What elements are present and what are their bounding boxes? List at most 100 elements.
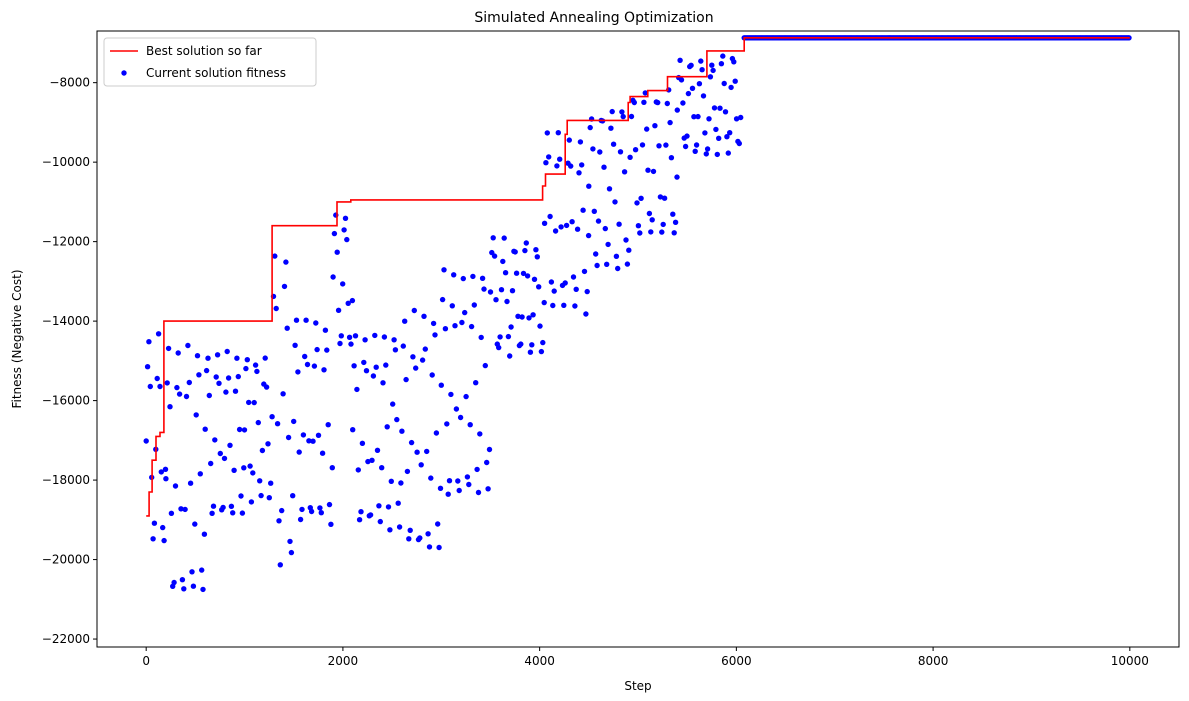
- current-solution-point: [263, 384, 270, 390]
- current-solution-point: [548, 279, 555, 285]
- current-solution-point: [241, 427, 248, 433]
- legend-label-current: Current solution fitness: [146, 66, 286, 80]
- current-solution-point: [624, 261, 631, 267]
- current-solution-point: [325, 422, 331, 428]
- current-solution-point: [200, 586, 206, 593]
- current-solution-point: [457, 414, 464, 421]
- current-solution-point: [390, 401, 396, 407]
- current-solution-point: [181, 586, 187, 592]
- current-solution-point: [203, 367, 210, 374]
- current-solution-point: [306, 438, 312, 444]
- current-solution-point: [563, 222, 570, 229]
- current-solution-point: [610, 141, 617, 147]
- current-solution-point: [441, 267, 447, 273]
- current-solution-point: [199, 567, 205, 573]
- best-solution-line: [146, 37, 1130, 517]
- current-solution-point: [467, 422, 473, 428]
- current-solution-point: [224, 348, 230, 355]
- current-solution-point: [350, 427, 356, 433]
- current-solution-point: [444, 421, 450, 427]
- current-solution-point: [329, 465, 335, 471]
- current-solution-point: [627, 154, 633, 160]
- current-solution-point: [502, 270, 509, 276]
- current-solution-point: [268, 480, 274, 486]
- current-solution-point: [293, 317, 300, 323]
- current-solution-point: [167, 404, 173, 410]
- current-solution-point: [587, 124, 593, 131]
- current-solution-point: [579, 162, 585, 168]
- x-tick-label: 10000: [1111, 654, 1149, 668]
- current-solution-point: [231, 467, 237, 473]
- current-solution-point: [696, 81, 703, 87]
- current-solution-point: [176, 391, 183, 397]
- current-solution-point: [541, 220, 548, 226]
- current-solution-point: [398, 480, 404, 486]
- current-solution-point: [290, 493, 296, 499]
- current-solution-point: [639, 142, 646, 148]
- current-solution-point: [520, 270, 527, 277]
- current-solution-point: [205, 355, 211, 361]
- current-solution-point: [551, 288, 557, 294]
- current-solution-point: [613, 253, 620, 259]
- current-solution-point: [165, 345, 172, 352]
- current-solution-point: [449, 303, 455, 309]
- current-solution-point: [594, 262, 600, 269]
- current-solution-point: [402, 318, 408, 324]
- current-solution-point: [497, 334, 503, 340]
- current-solution-point: [417, 535, 423, 541]
- current-solution-point: [699, 67, 705, 73]
- current-solution-point: [634, 200, 640, 206]
- x-tick-label: 4000: [524, 654, 555, 668]
- current-solution-point: [392, 347, 399, 353]
- current-solution-point: [660, 221, 666, 228]
- current-solution-point: [361, 359, 367, 366]
- current-solution-point: [583, 311, 589, 317]
- current-solution-point: [703, 151, 709, 157]
- current-solution-point: [228, 503, 235, 509]
- current-solution-point: [372, 332, 378, 339]
- current-solution-point: [674, 107, 680, 113]
- current-solution-point: [474, 466, 480, 473]
- current-solution-point: [448, 391, 454, 398]
- current-solution-point: [544, 130, 550, 136]
- current-solution-point: [413, 365, 419, 371]
- current-solution-point: [664, 100, 670, 107]
- current-solution-point: [688, 62, 694, 68]
- current-solution-point: [411, 307, 417, 314]
- current-solution-point: [678, 77, 685, 83]
- current-solution-point: [302, 353, 308, 360]
- current-solution-point: [677, 57, 683, 63]
- current-solution-point: [246, 399, 252, 406]
- current-solution-point: [670, 211, 676, 217]
- current-solution-point: [171, 579, 177, 586]
- current-solution-point: [616, 221, 622, 227]
- current-solution-point: [631, 99, 637, 106]
- current-solution-point: [383, 362, 389, 368]
- current-solution-point: [733, 116, 740, 122]
- current-solution-point: [147, 383, 153, 390]
- current-solution-point: [227, 442, 233, 448]
- current-solution-point: [507, 353, 513, 359]
- current-solution-point: [365, 458, 371, 465]
- current-solution-point: [217, 450, 223, 457]
- current-solution-point: [663, 142, 669, 148]
- current-solution-point: [255, 419, 261, 426]
- current-solution-point: [185, 342, 191, 349]
- current-solution-point: [280, 391, 286, 397]
- current-solution-point: [523, 240, 529, 246]
- current-solution-point: [656, 143, 662, 149]
- current-solution-point: [546, 154, 552, 160]
- current-solution-point: [429, 372, 435, 378]
- current-solution-point: [508, 324, 514, 330]
- current-solution-point: [459, 319, 465, 326]
- current-solution-point: [581, 268, 588, 275]
- current-solution-point: [642, 90, 648, 96]
- current-solution-point: [283, 259, 289, 265]
- chart-title: Simulated Annealing Optimization: [474, 10, 713, 26]
- current-solution-point: [337, 340, 343, 347]
- current-solution-point: [453, 406, 460, 412]
- y-tick-label: −22000: [42, 632, 90, 646]
- current-solution-point: [399, 428, 405, 434]
- current-solution-point: [257, 478, 263, 484]
- current-solution-point: [358, 509, 364, 515]
